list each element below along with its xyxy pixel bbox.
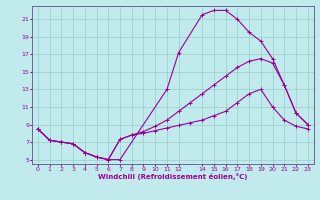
X-axis label: Windchill (Refroidissement éolien,°C): Windchill (Refroidissement éolien,°C) [98,173,247,180]
